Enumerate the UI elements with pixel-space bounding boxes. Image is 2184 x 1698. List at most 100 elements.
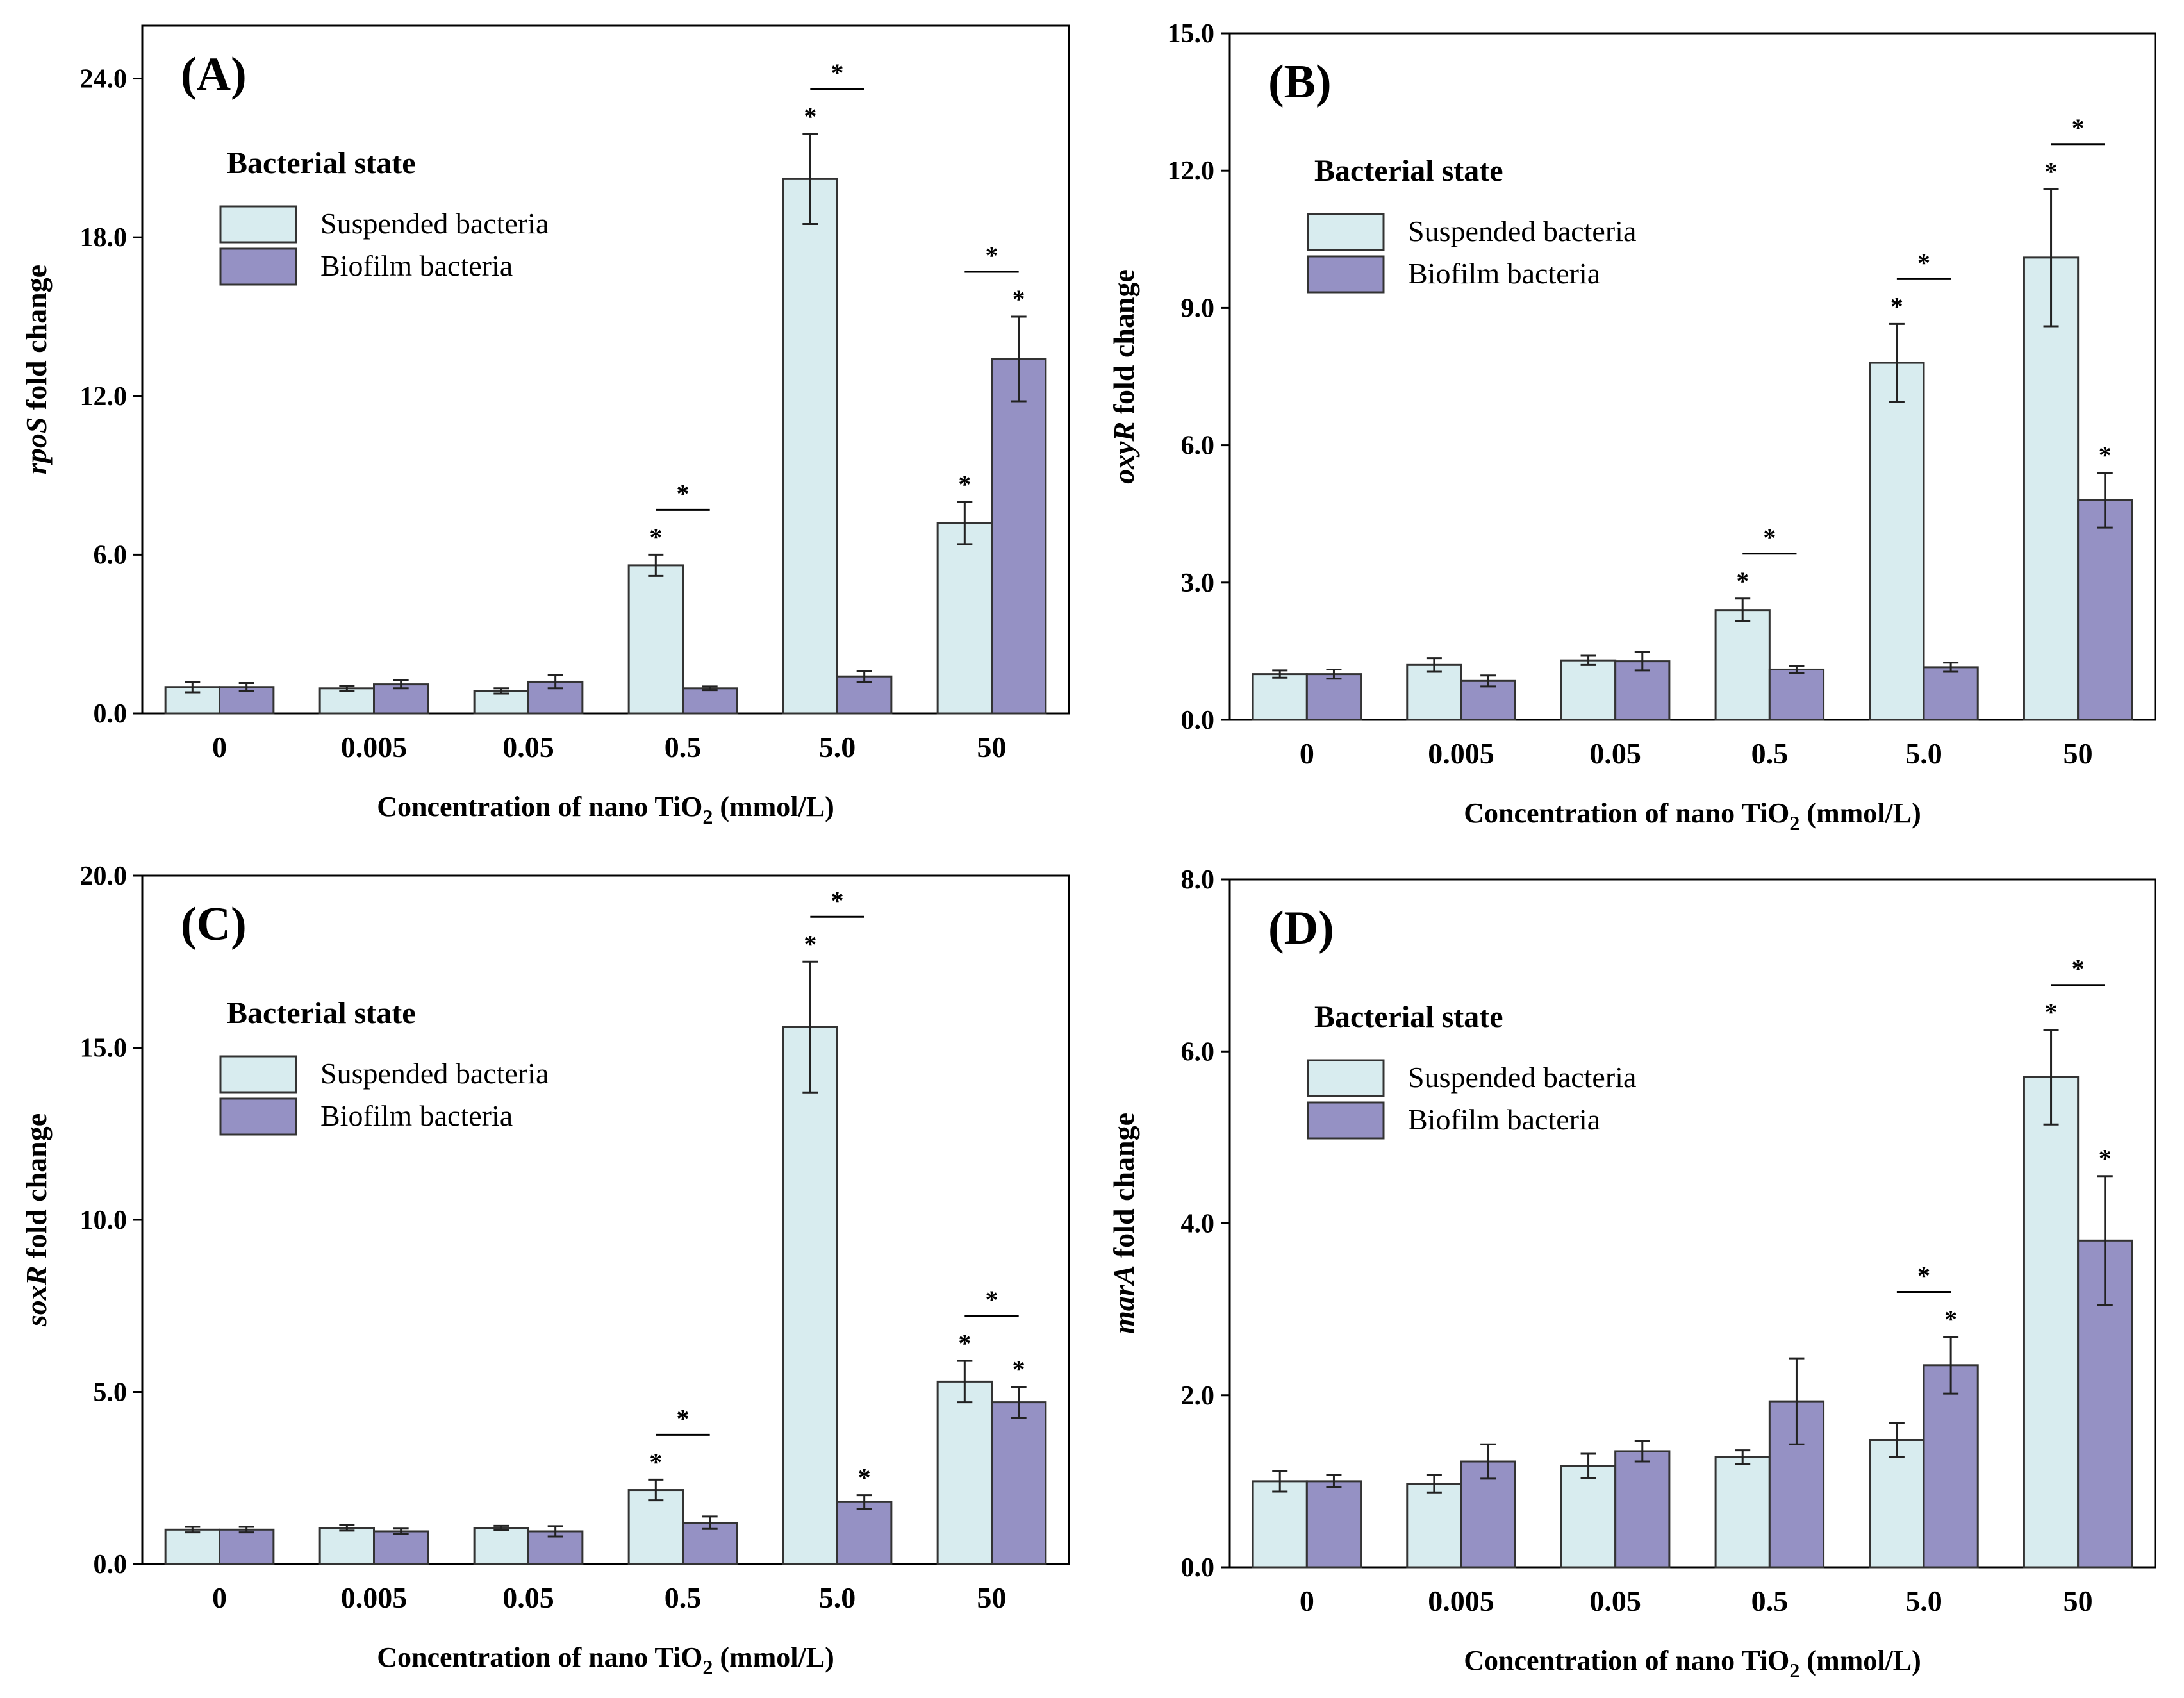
legend-entry: Biofilm bacteria (320, 1099, 513, 1132)
comparison-star: * (986, 1285, 998, 1314)
legend-swatch-suspended (219, 205, 297, 244)
y-tick-label: 9.0 (1181, 294, 1215, 323)
significance-star: * (649, 522, 662, 551)
legend-swatch-suspended (219, 1055, 297, 1094)
x-tick-label: 0.05 (502, 731, 554, 763)
bar-suspended (2023, 256, 2080, 721)
bar-suspended (2023, 1076, 2080, 1569)
y-tick-label: 5.0 (94, 1378, 128, 1408)
bar-biofilm (991, 1401, 1047, 1565)
bar-biofilm (991, 358, 1047, 715)
legend-title: Bacterial state (1314, 1000, 1503, 1034)
comparison-star: * (2072, 113, 2085, 142)
y-axis-label: oxyR fold change (1107, 269, 1140, 484)
significance-star: * (1736, 567, 1749, 595)
chart-panel-d: 0.0 2.0 4.0 6.0 8.0 0 0.005 0.05 0.5 * * 5.0 * * * 50 Co… (1107, 865, 2156, 1682)
bar-biofilm (1768, 668, 1825, 721)
legend-swatch-biofilm (1307, 255, 1385, 294)
legend-entry: Suspended bacteria (320, 207, 549, 240)
bar-suspended (1869, 1438, 1925, 1569)
legend-entry: Suspended bacteria (320, 1057, 549, 1090)
x-tick-label: 50 (977, 731, 1007, 763)
y-tick-label: 6.0 (94, 540, 128, 570)
bar-biofilm (1923, 1364, 1979, 1569)
bar-biofilm (1305, 1480, 1362, 1569)
x-tick-label: 0 (1300, 1585, 1314, 1617)
x-tick-label: 0 (212, 731, 227, 763)
y-tick-label: 6.0 (1181, 431, 1215, 461)
x-tick-label: 0.5 (1751, 1585, 1789, 1617)
legend-swatch-biofilm (219, 1097, 297, 1136)
comparison-star: * (831, 58, 844, 87)
bar-suspended (1406, 1483, 1462, 1569)
bar-biofilm (219, 1528, 275, 1565)
legend-title: Bacterial state (227, 996, 416, 1030)
significance-star: * (1890, 292, 1903, 320)
y-axis-label: rpoS fold change (20, 265, 53, 474)
bar-suspended (782, 1026, 839, 1565)
plot-frame (1228, 32, 2156, 721)
y-tick-label: 0.0 (94, 699, 128, 729)
x-tick-label: 0.005 (1428, 1585, 1494, 1617)
significance-star: * (1944, 1305, 1957, 1334)
legend: Bacterial state Suspended bacteria Biofilm… (219, 146, 549, 286)
bar-suspended (782, 178, 839, 715)
x-tick-label: 0.05 (1589, 1585, 1641, 1617)
significance-star: * (958, 1329, 971, 1358)
bar-biofilm (682, 687, 738, 715)
comparison-star: * (986, 241, 998, 270)
x-tick-label: 0.5 (665, 1581, 702, 1614)
y-axis-label: marA fold change (1107, 1113, 1140, 1334)
y-tick-label: 20.0 (80, 861, 128, 891)
significance-star: * (858, 1463, 871, 1492)
chart-panel-c: 0.0 5.0 10.0 15.0 20.0 0 0.005 0.05 * * 0.5 * * * 5.0 *… (20, 861, 1070, 1679)
panel-label: (C) (181, 898, 247, 951)
y-tick-label: 12.0 (1168, 156, 1215, 186)
significance-star: * (804, 929, 816, 958)
significance-star: * (2045, 998, 2058, 1027)
y-axis-label: soxR fold change (20, 1113, 53, 1327)
bar-suspended (627, 1489, 684, 1565)
x-axis-label: Concentration of nano TiO2 (mmol/L) (1464, 797, 1921, 835)
y-tick-label: 12.0 (80, 382, 128, 412)
x-tick-label: 0.005 (341, 1581, 408, 1614)
comparison-star: * (1917, 1261, 1930, 1290)
x-tick-label: 0 (1300, 737, 1314, 770)
legend-entry: Suspended bacteria (1408, 1061, 1636, 1094)
legend-swatch-suspended (1307, 213, 1385, 251)
legend-entry: Suspended bacteria (1408, 215, 1636, 247)
significance-star: * (1013, 1354, 1025, 1383)
x-tick-label: 50 (977, 1581, 1007, 1614)
panel-label: (A) (181, 48, 247, 101)
bar-suspended (1252, 1480, 1308, 1569)
legend-title: Bacterial state (1314, 154, 1503, 188)
chart-panel-a: 0.0 6.0 12.0 18.0 24.0 0 0.005 0.05 * * 0.5 * * 5.0 * *… (20, 24, 1070, 828)
bar-biofilm (1305, 673, 1362, 721)
bar-biofilm (836, 1501, 893, 1565)
y-tick-label: 0.0 (94, 1550, 128, 1579)
legend-swatch-biofilm (219, 247, 297, 286)
bar-suspended (318, 687, 375, 715)
bar-suspended (627, 564, 684, 715)
comparison-star: * (1917, 248, 1930, 277)
bar-biofilm (373, 1530, 429, 1565)
significance-star: * (804, 102, 816, 131)
bar-suspended (936, 522, 993, 715)
bar-suspended (1406, 663, 1462, 721)
x-tick-label: 0.05 (1589, 737, 1641, 770)
y-tick-label: 18.0 (80, 223, 128, 253)
bar-biofilm (2077, 499, 2133, 721)
x-tick-label: 5.0 (1905, 1585, 1942, 1617)
panel-label: (D) (1268, 902, 1334, 954)
bar-suspended (1714, 609, 1771, 721)
significance-star: * (958, 470, 971, 499)
significance-star: * (1013, 285, 1025, 313)
plot-frame (141, 24, 1070, 715)
plot-frame (1228, 878, 2156, 1569)
comparison-star: * (1763, 523, 1776, 552)
bar-suspended (1560, 659, 1617, 721)
y-tick-label: 15.0 (80, 1034, 128, 1063)
bar-suspended (1714, 1456, 1771, 1569)
legend-swatch-suspended (1307, 1059, 1385, 1097)
